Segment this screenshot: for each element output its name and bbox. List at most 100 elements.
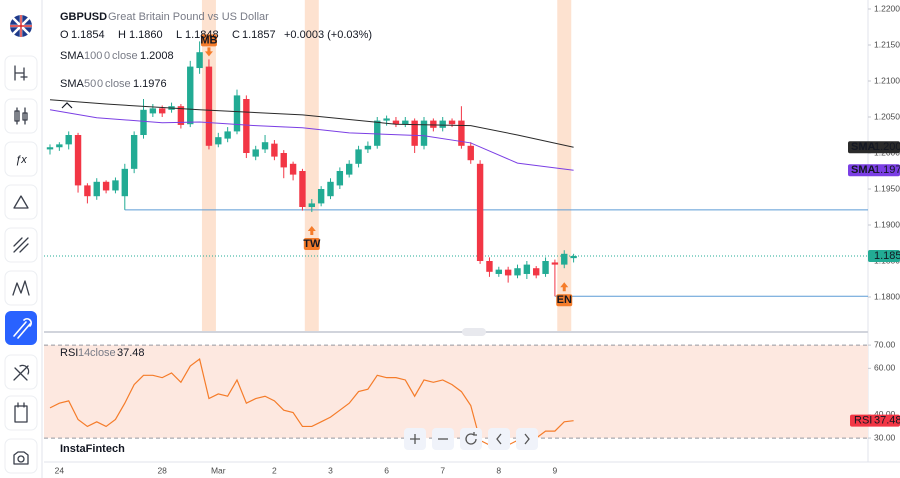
price-tag-value: 1.1857 — [874, 250, 900, 262]
reset[interactable] — [460, 428, 482, 450]
rsi-value: 37.48 — [117, 347, 145, 359]
indicator-param: close — [112, 50, 138, 62]
indicator-name: SMA — [60, 78, 85, 90]
candle-body — [364, 145, 372, 150]
scroll-right[interactable] — [516, 428, 538, 450]
x-tick-label: Mar — [211, 465, 226, 475]
candle-body — [346, 163, 353, 175]
candle-body — [523, 264, 531, 274]
tool-button[interactable] — [4, 438, 38, 474]
price-change: +0.0003 (+0.03%) — [284, 29, 372, 41]
candle-body — [65, 135, 72, 145]
candle-body — [56, 144, 63, 148]
candle-body — [561, 253, 568, 265]
candle-body — [495, 269, 502, 274]
axis-tag-name: SMA — [851, 141, 876, 153]
indicator-name: SMA — [60, 50, 85, 62]
candle-body — [215, 137, 222, 145]
ohlc-key: O — [60, 29, 69, 41]
candle-body — [355, 149, 362, 164]
candle-body — [420, 120, 428, 146]
candle-body — [308, 203, 315, 208]
tool-button[interactable] — [4, 55, 38, 91]
candle-body — [271, 143, 278, 157]
x-tick-label: 9 — [553, 465, 558, 475]
collapse-toggle[interactable] — [61, 102, 73, 109]
signal-label: TW — [303, 238, 321, 250]
y-tick-label: 1.1800 — [874, 291, 900, 301]
candle-body — [84, 185, 91, 197]
pane-handle[interactable] — [462, 328, 486, 336]
candle-body — [140, 109, 147, 136]
candle-body — [514, 268, 521, 276]
candle-body — [570, 255, 577, 259]
toolbar: ƒx — [4, 0, 43, 478]
rsi-tag — [850, 414, 900, 427]
candle-body — [467, 145, 474, 161]
candle-body — [430, 120, 437, 128]
candle-body — [159, 108, 166, 114]
scroll-left[interactable] — [488, 428, 510, 450]
rsi-tick-label: 30.00 — [874, 432, 896, 442]
candle-body — [74, 135, 82, 186]
y-tick-label: 1.2100 — [874, 75, 900, 85]
signal-arrow — [307, 226, 316, 236]
candle-body — [476, 163, 484, 262]
candle-body — [383, 118, 390, 121]
candle-body — [374, 120, 381, 146]
indicator-param: 0 — [97, 78, 103, 90]
tool-button[interactable] — [4, 141, 38, 177]
candle-body — [289, 163, 297, 175]
indicator-value: 1.1976 — [133, 78, 167, 90]
candle-body — [205, 66, 213, 146]
rsi-name: RSI — [60, 347, 78, 359]
tool-button[interactable] — [4, 184, 38, 220]
y-tick-label: 1.2050 — [874, 111, 900, 121]
candle-body — [458, 120, 465, 146]
tool-button[interactable] — [4, 227, 38, 263]
candle-body — [196, 52, 203, 69]
signal-arrow — [560, 282, 569, 292]
watermark: InstaFintech — [60, 443, 125, 455]
axis-tag-name: SMA — [851, 164, 876, 176]
candle-body — [233, 95, 241, 132]
signal-label: EN — [557, 294, 572, 306]
candle-body — [224, 131, 231, 139]
axis-tag — [848, 164, 900, 177]
candle-body — [46, 147, 54, 150]
x-tick-label: 8 — [496, 465, 501, 475]
signal-band — [201, 0, 216, 331]
candle-body — [261, 142, 269, 150]
ohlc-key: H — [118, 29, 126, 41]
tool-button[interactable] — [4, 98, 38, 134]
rsi-tag-name: RSI — [854, 415, 872, 427]
ohlc-key: C — [232, 29, 240, 41]
sma-line — [49, 109, 574, 171]
indicator-param: close — [105, 78, 131, 90]
x-tick-label: 28 — [157, 465, 167, 475]
tool-button[interactable] — [4, 395, 38, 431]
x-tick-label: 3 — [328, 465, 333, 475]
rsi-tag-value: 37.48 — [874, 415, 900, 427]
rsi-tick-label: 70.00 — [874, 339, 896, 349]
tool-button[interactable] — [4, 270, 38, 306]
indicator-param: 0 — [104, 50, 110, 62]
candle-body — [149, 108, 157, 114]
candle-body — [392, 120, 400, 125]
candle-body — [112, 180, 119, 191]
ohlc-value: 1.1854 — [71, 29, 105, 41]
candle-body — [280, 153, 287, 168]
tool-button[interactable] — [4, 354, 38, 390]
indicator-param: 100 — [84, 50, 102, 62]
rsi-line — [49, 358, 574, 446]
candle-body — [327, 181, 334, 197]
y-tick-label: 1.1900 — [874, 219, 900, 229]
candle-body — [252, 149, 259, 157]
candle-body — [542, 261, 549, 274]
sma-line — [49, 99, 574, 148]
rsi-tick-label: 40.00 — [874, 409, 896, 419]
candle-body — [299, 171, 306, 208]
candle-body — [336, 171, 344, 186]
candle-body — [551, 262, 559, 265]
